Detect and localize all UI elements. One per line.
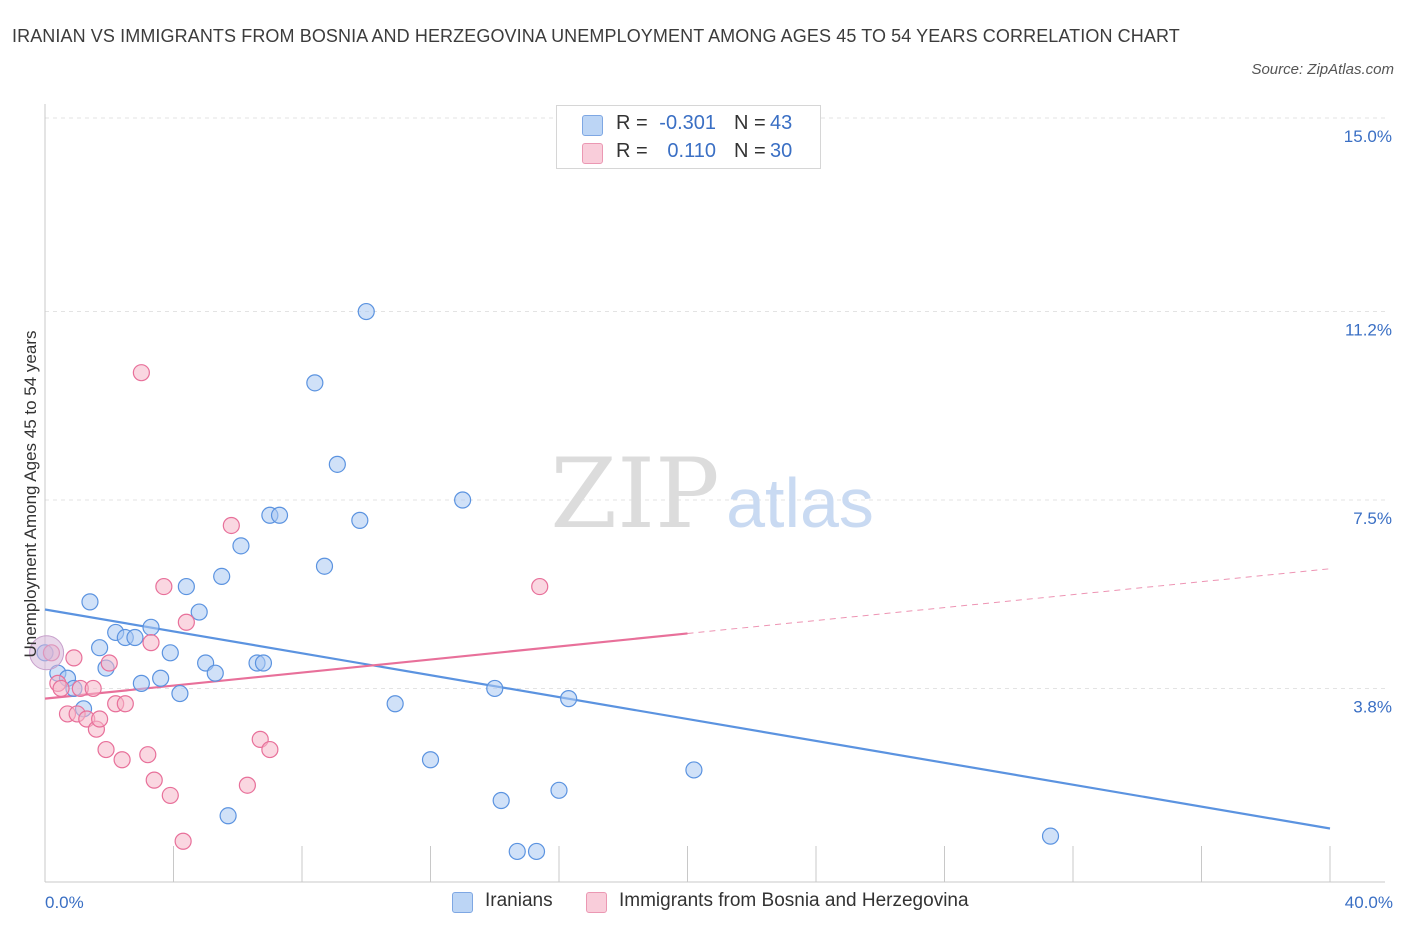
iranians-point <box>177 577 195 596</box>
iranians-point <box>152 669 170 687</box>
stats-legend: R = -0.301 N = 43 R = 0.110 N = 30 <box>556 105 821 169</box>
legend-label: Immigrants from Bosnia and Herzegovina <box>619 890 969 911</box>
bosnia-point <box>155 577 173 596</box>
iranians-point <box>232 537 250 555</box>
x-tick-label: 0.0% <box>45 893 84 912</box>
bosnia-point <box>100 654 118 672</box>
r-label: R = <box>616 140 648 162</box>
bosnia-point <box>177 613 195 631</box>
bosnia-point <box>91 710 109 728</box>
iranians-point <box>306 374 324 392</box>
bosnia-point <box>238 776 256 794</box>
iranians-point <box>328 455 346 473</box>
bosnia-point <box>142 634 160 652</box>
iranians-point <box>560 690 578 708</box>
iranians-point <box>550 781 568 799</box>
iranians-point <box>161 644 179 662</box>
iranians-swatch <box>582 115 603 136</box>
axis-layer <box>44 104 1385 883</box>
iranians-point <box>454 491 472 509</box>
trend-line <box>44 632 688 700</box>
iranians-point <box>219 807 237 825</box>
iranians-point <box>132 674 150 692</box>
iranians-point <box>421 751 440 769</box>
trend-line-extension <box>687 568 1331 634</box>
grid-layer <box>45 117 1385 689</box>
iranians-point <box>142 618 160 636</box>
iranians-point <box>351 511 369 529</box>
iranians-point <box>190 603 208 621</box>
iranians-point <box>213 567 231 586</box>
iranians-point <box>315 557 334 575</box>
x-tick-label: 40.0% <box>1345 893 1393 912</box>
n-value: 43 <box>770 112 793 134</box>
iranians-point <box>357 302 375 321</box>
watermark-atlas: atlas <box>726 464 874 542</box>
y-tick-label: 11.2% <box>1345 321 1392 340</box>
point-layer <box>29 302 1060 861</box>
bosnia-point <box>531 577 549 596</box>
iranians-point <box>81 593 99 611</box>
label-layer: 3.8% 7.5% 11.2% 15.0% 0.0% 40.0% Unemployment … <box>21 127 1393 912</box>
y-tick-label: 15.0% <box>1344 127 1392 146</box>
r-value: 0.110 <box>667 140 716 162</box>
legend-label: Iranians <box>485 890 553 911</box>
r-value: -0.301 <box>659 112 716 134</box>
iranians-point <box>486 679 504 698</box>
bosnia-point <box>174 832 192 850</box>
y-axis-title: Unemployment Among Ages 45 to 54 years <box>21 331 40 658</box>
iranians-point <box>206 664 224 682</box>
y-tick-label: 3.8% <box>1353 697 1392 716</box>
iranians-point <box>91 639 109 657</box>
iranians-legend-swatch <box>452 892 473 913</box>
bosnia-point <box>161 786 179 805</box>
n-label: N = <box>734 140 766 162</box>
watermark-zip: ZIP <box>550 438 719 550</box>
bosnia-point <box>261 740 279 759</box>
iranians-point <box>1041 827 1060 845</box>
bosnia-swatch <box>582 143 603 164</box>
cluster-point <box>29 635 65 671</box>
bosnia-point <box>132 364 150 382</box>
iranians-point <box>492 791 510 810</box>
bosnia-point <box>116 695 134 713</box>
bosnia-point <box>145 771 163 789</box>
source-label: Source: ZipAtlas.com <box>1251 61 1394 78</box>
watermark: ZIP atlas <box>550 438 874 550</box>
iranians-point <box>171 684 189 703</box>
bosnia-legend-swatch <box>586 892 607 913</box>
bosnia-point <box>52 679 70 698</box>
iranians-point <box>508 842 526 861</box>
y-tick-label: 7.5% <box>1353 509 1392 528</box>
bosnia-point <box>97 740 115 759</box>
bosnia-point <box>222 516 240 535</box>
iranians-point <box>270 506 289 524</box>
bosnia-point <box>84 679 102 698</box>
n-value: 30 <box>770 140 793 162</box>
iranians-point <box>386 695 404 713</box>
bosnia-point <box>113 751 131 769</box>
trend-layer <box>44 568 1331 830</box>
chart-legend: Iranians Immigrants from Bosnia and Herz… <box>0 888 1406 916</box>
n-label: N = <box>734 112 766 134</box>
iranians-point <box>527 842 546 861</box>
r-label: R = <box>616 112 648 134</box>
iranians-point <box>254 654 273 672</box>
iranians-point <box>685 761 703 779</box>
trend-line <box>44 608 1331 830</box>
bosnia-point <box>65 649 83 667</box>
iranians-point <box>126 628 144 647</box>
chart-title: IRANIAN VS IMMIGRANTS FROM BOSNIA AND HE… <box>12 26 1180 46</box>
bosnia-point <box>139 746 157 764</box>
